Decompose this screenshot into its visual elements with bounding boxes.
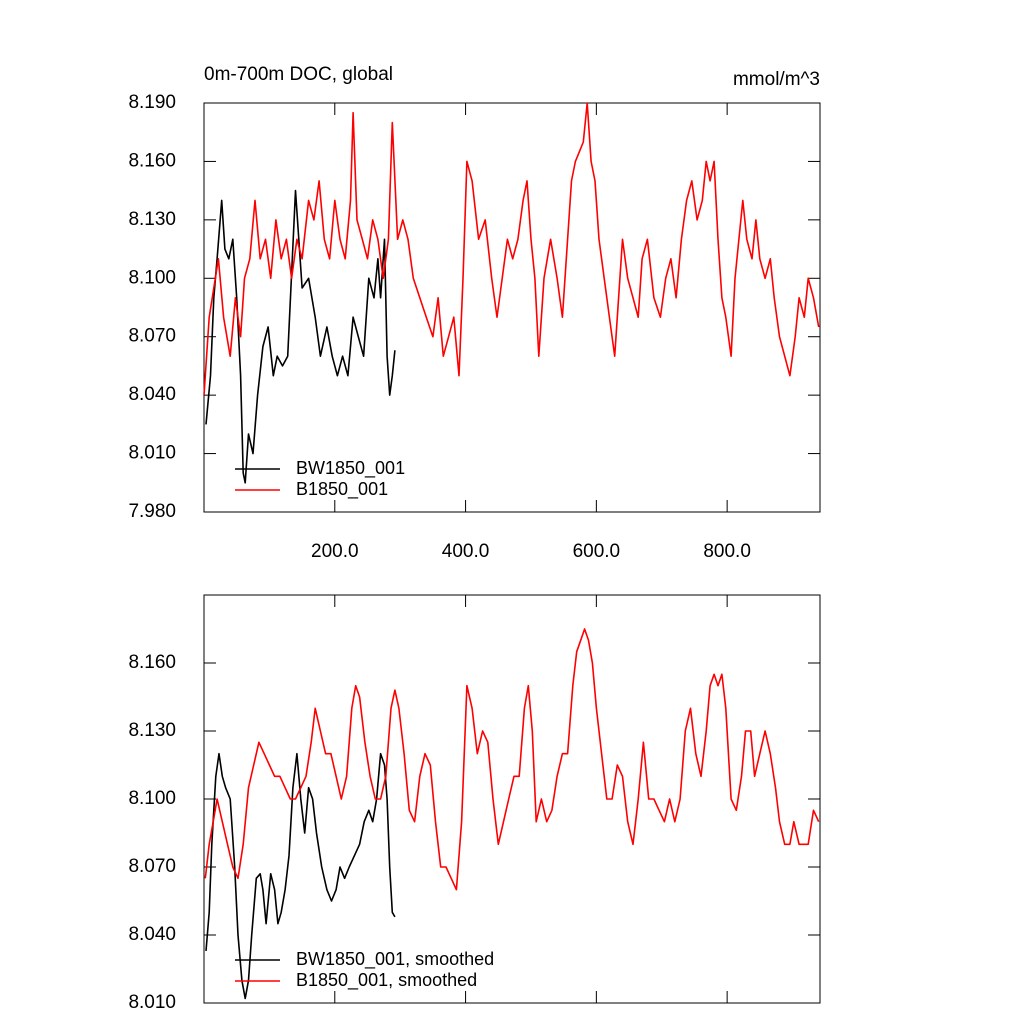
- units-label: mmol/m^3: [733, 69, 820, 90]
- y-tick-label: 8.010: [128, 992, 176, 1013]
- y-tick-label: 8.160: [128, 652, 176, 673]
- x-tick-label: 400.0: [442, 541, 490, 562]
- data-line: [205, 189, 396, 484]
- plot-frame: [203, 102, 821, 513]
- plot-frame: [203, 594, 821, 1004]
- legend-label: B1850_001, smoothed: [296, 970, 477, 991]
- y-tick-label: 8.010: [128, 443, 176, 464]
- y-tick-label: 8.100: [128, 267, 176, 288]
- y-tick-label: 8.070: [128, 856, 176, 877]
- y-tick-label: 8.190: [128, 92, 176, 113]
- data-line: [204, 628, 820, 891]
- legend-label: BW1850_001, smoothed: [296, 949, 494, 970]
- y-tick-label: 8.160: [128, 150, 176, 171]
- y-tick-label: 8.040: [128, 924, 176, 945]
- data-line: [203, 102, 820, 396]
- y-tick-label: 8.040: [128, 384, 176, 405]
- chart-title: 0m-700m DOC, global: [204, 64, 393, 85]
- y-tick-label: 7.980: [128, 501, 176, 522]
- x-tick-label: 800.0: [703, 541, 751, 562]
- legend-label: B1850_001: [296, 479, 388, 500]
- x-tick-label: 600.0: [573, 541, 621, 562]
- y-tick-label: 8.130: [128, 209, 176, 230]
- y-tick-label: 8.100: [128, 788, 176, 809]
- y-tick-label: 8.130: [128, 720, 176, 741]
- data-line: [205, 752, 396, 1000]
- y-tick-label: 8.070: [128, 326, 176, 347]
- x-tick-label: 200.0: [311, 541, 359, 562]
- legend-label: BW1850_001: [296, 458, 405, 479]
